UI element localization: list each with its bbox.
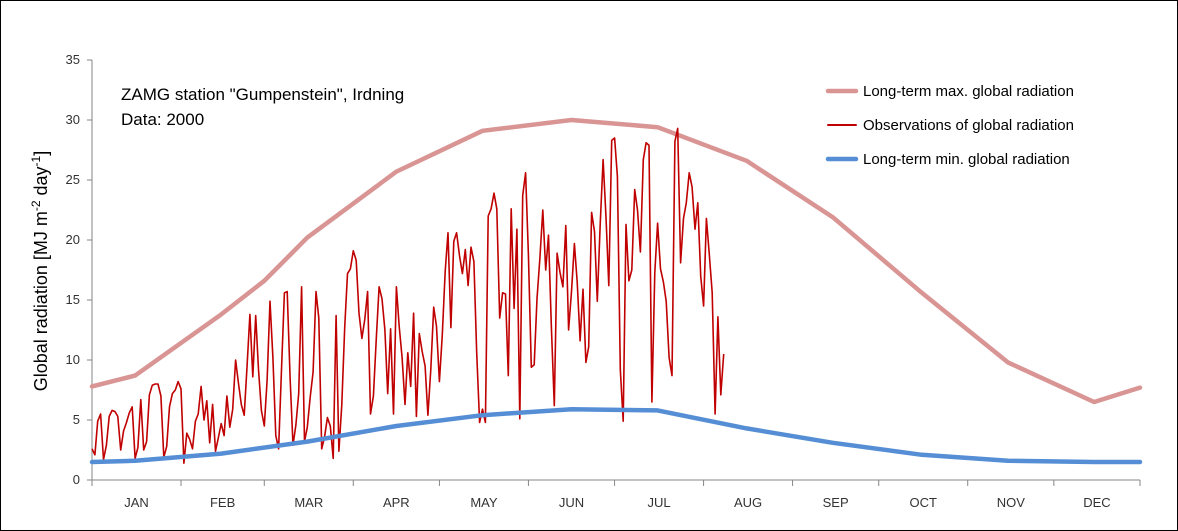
y-tick-label: 10 [66,352,80,367]
x-month-label: OCT [909,495,937,510]
x-month-label: APR [383,495,410,510]
x-month-label: SEP [823,495,849,510]
max-radiation-line [89,117,1143,405]
y-tick-label: 0 [73,472,80,487]
x-month-label: JUN [559,495,584,510]
x-month-label: JAN [124,495,149,510]
y-axis-label: Global radiation [MJ m-2 day-1] [29,151,51,391]
x-month-label: JUL [648,495,671,510]
min-radiation-line [89,406,1143,465]
x-month-label: MAY [470,495,498,510]
legend-min-label: Long-term min. global radiation [863,151,1070,168]
y-tick-label: 35 [66,52,80,67]
x-month-label: AUG [734,495,762,510]
x-month-label: FEB [210,495,235,510]
series-lines [89,117,1143,465]
y-tick-label: 20 [66,232,80,247]
legend-max-label: Long-term max. global radiation [863,83,1074,100]
axes: 0 5 10 15 20 25 30 35 JAN FEB MAR APR MAY JUN JUL AUG SE… [66,52,1141,510]
y-tick-label: 25 [66,172,80,187]
legend-observed-label: Observations of global radiation [863,117,1074,134]
x-month-label: DEC [1083,495,1110,510]
svg-text:Global radiation [MJ m-2 day-1: Global radiation [MJ m-2 day-1] [29,151,51,391]
station-annotation: ZAMG station "Gumpenstein", Irdning [121,85,404,104]
legend: Long-term max. global radiation Observati… [825,83,1074,168]
y-tick-label: 5 [73,412,80,427]
x-month-label: NOV [997,495,1026,510]
x-month-label: MAR [294,495,323,510]
data-year-annotation: Data: 2000 [121,110,204,129]
observed-radiation-line [91,127,725,465]
y-tick-label: 15 [66,292,80,307]
y-tick-label: 30 [66,112,80,127]
